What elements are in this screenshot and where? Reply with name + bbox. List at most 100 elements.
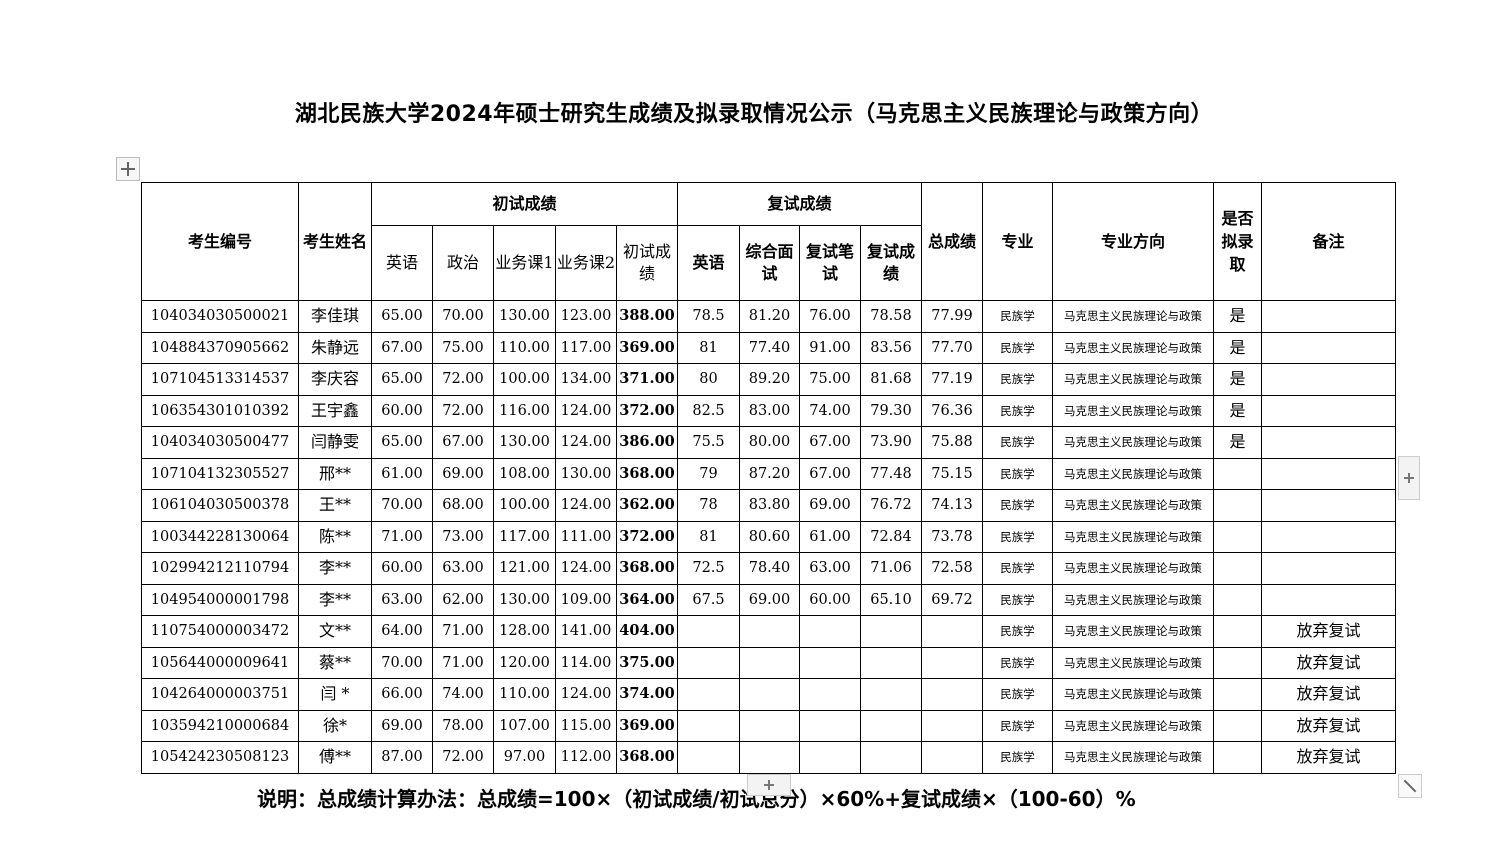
cell-prelim-politics: 78.00	[432, 709, 494, 742]
cell-prelim-score: 364.00	[616, 583, 678, 616]
cell-retest-score: 81.68	[860, 363, 922, 396]
cell-remark	[1261, 489, 1396, 522]
table-row: 104954000001798 李** 63.00 62.00 130.00 109.00…	[141, 583, 1396, 616]
cell-total: 73.78	[921, 520, 983, 553]
cell-id: 104884370905662	[141, 331, 299, 364]
cell-prelim-score: 369.00	[616, 331, 678, 364]
cell-prelim-english: 61.00	[371, 457, 433, 490]
add-column-plus-icon[interactable]	[1398, 456, 1420, 500]
cell-direction: 马克思主义民族理论与政策	[1052, 520, 1214, 553]
table-move-handle-icon[interactable]	[116, 157, 140, 181]
cell-prelim-politics: 75.00	[432, 331, 494, 364]
cell-remark	[1261, 583, 1396, 616]
cell-total: 77.99	[921, 300, 983, 333]
cell-id: 100344228130064	[141, 520, 299, 553]
cell-prelim-course1: 117.00	[493, 520, 556, 553]
cell-name: 闫静雯	[298, 426, 372, 459]
cell-retest-english: 82.5	[677, 394, 740, 427]
cell-retest-english: 78.5	[677, 300, 740, 333]
cell-prelim-score: 368.00	[616, 741, 678, 774]
cell-retest-interview: 80.00	[739, 426, 800, 459]
cell-admit: 是	[1213, 426, 1262, 459]
cell-retest-written: 76.00	[799, 300, 861, 333]
cell-admit	[1213, 741, 1262, 774]
cell-retest-english	[677, 678, 740, 711]
cell-name: 王宇鑫	[298, 394, 372, 427]
cell-admit	[1213, 583, 1262, 616]
cell-retest-interview: 83.00	[739, 394, 800, 427]
cell-prelim-course1: 107.00	[493, 709, 556, 742]
cell-remark: 放弃复试	[1261, 646, 1396, 679]
cell-prelim-score: 369.00	[616, 709, 678, 742]
cell-prelim-course2: 141.00	[555, 615, 617, 648]
cell-prelim-politics: 67.00	[432, 426, 494, 459]
cell-retest-score: 73.90	[860, 426, 922, 459]
resize-icon[interactable]	[1398, 774, 1422, 798]
cell-retest-written	[799, 741, 861, 774]
cell-prelim-course1: 108.00	[493, 457, 556, 490]
cell-retest-written: 69.00	[799, 489, 861, 522]
cell-retest-score: 65.10	[860, 583, 922, 616]
cell-prelim-english: 65.00	[371, 300, 433, 333]
header-direction: 专业方向	[1052, 182, 1214, 301]
cell-id: 104264000003751	[141, 678, 299, 711]
header-prelim-group: 初试成绩	[371, 182, 678, 226]
cell-id: 106354301010392	[141, 394, 299, 427]
table-row: 105424230508123 傅** 87.00 72.00 97.00 112.00 3…	[141, 741, 1396, 774]
cell-retest-written: 60.00	[799, 583, 861, 616]
cell-retest-english	[677, 741, 740, 774]
cell-prelim-politics: 74.00	[432, 678, 494, 711]
cell-total	[921, 741, 983, 774]
cell-direction: 马克思主义民族理论与政策	[1052, 678, 1214, 711]
cell-admit	[1213, 709, 1262, 742]
cell-prelim-english: 65.00	[371, 363, 433, 396]
header-retest-written: 复试笔试	[799, 225, 861, 301]
cell-prelim-course1: 130.00	[493, 300, 556, 333]
cell-retest-written: 74.00	[799, 394, 861, 427]
cell-name: 李**	[298, 583, 372, 616]
cell-remark	[1261, 426, 1396, 459]
cell-prelim-course1: 128.00	[493, 615, 556, 648]
cell-retest-interview: 87.20	[739, 457, 800, 490]
cell-name: 陈**	[298, 520, 372, 553]
cell-retest-score	[860, 615, 922, 648]
cell-prelim-course1: 130.00	[493, 583, 556, 616]
add-row-plus-icon[interactable]	[747, 774, 791, 796]
cell-prelim-score: 374.00	[616, 678, 678, 711]
cell-remark: 放弃复试	[1261, 709, 1396, 742]
cell-direction: 马克思主义民族理论与政策	[1052, 615, 1214, 648]
header-name: 考生姓名	[298, 182, 372, 301]
header-total: 总成绩	[921, 182, 983, 301]
table-row: 104264000003751 闫 * 66.00 74.00 110.00 124.00…	[141, 678, 1396, 711]
cell-remark: 放弃复试	[1261, 615, 1396, 648]
table-row: 104884370905662 朱静远 67.00 75.00 110.00 117.00…	[141, 331, 1396, 364]
cell-retest-interview	[739, 709, 800, 742]
header-retest-english: 英语	[677, 225, 740, 301]
cell-prelim-course1: 110.00	[493, 678, 556, 711]
cell-retest-interview: 81.20	[739, 300, 800, 333]
cell-retest-written	[799, 709, 861, 742]
cell-retest-english: 67.5	[677, 583, 740, 616]
cell-prelim-course1: 100.00	[493, 363, 556, 396]
cell-prelim-english: 66.00	[371, 678, 433, 711]
cell-prelim-score: 368.00	[616, 552, 678, 585]
cell-prelim-score: 368.00	[616, 457, 678, 490]
cell-id: 107104132305527	[141, 457, 299, 490]
cell-admit: 是	[1213, 331, 1262, 364]
cell-retest-interview	[739, 678, 800, 711]
cell-admit	[1213, 646, 1262, 679]
cell-retest-english: 75.5	[677, 426, 740, 459]
cell-total: 74.13	[921, 489, 983, 522]
table-row: 106104030500378 王** 70.00 68.00 100.00 124.00…	[141, 489, 1396, 522]
cell-major: 民族学	[982, 489, 1053, 522]
cell-total: 75.15	[921, 457, 983, 490]
cell-prelim-score: 371.00	[616, 363, 678, 396]
cell-retest-interview: 83.80	[739, 489, 800, 522]
cell-major: 民族学	[982, 300, 1053, 333]
table-row: 100344228130064 陈** 71.00 73.00 117.00 111.00…	[141, 520, 1396, 553]
cell-retest-interview	[739, 615, 800, 648]
table-row: 102994212110794 李** 60.00 63.00 121.00 124.00…	[141, 552, 1396, 585]
cell-prelim-politics: 72.00	[432, 741, 494, 774]
cell-retest-interview	[739, 741, 800, 774]
cell-prelim-score: 388.00	[616, 300, 678, 333]
